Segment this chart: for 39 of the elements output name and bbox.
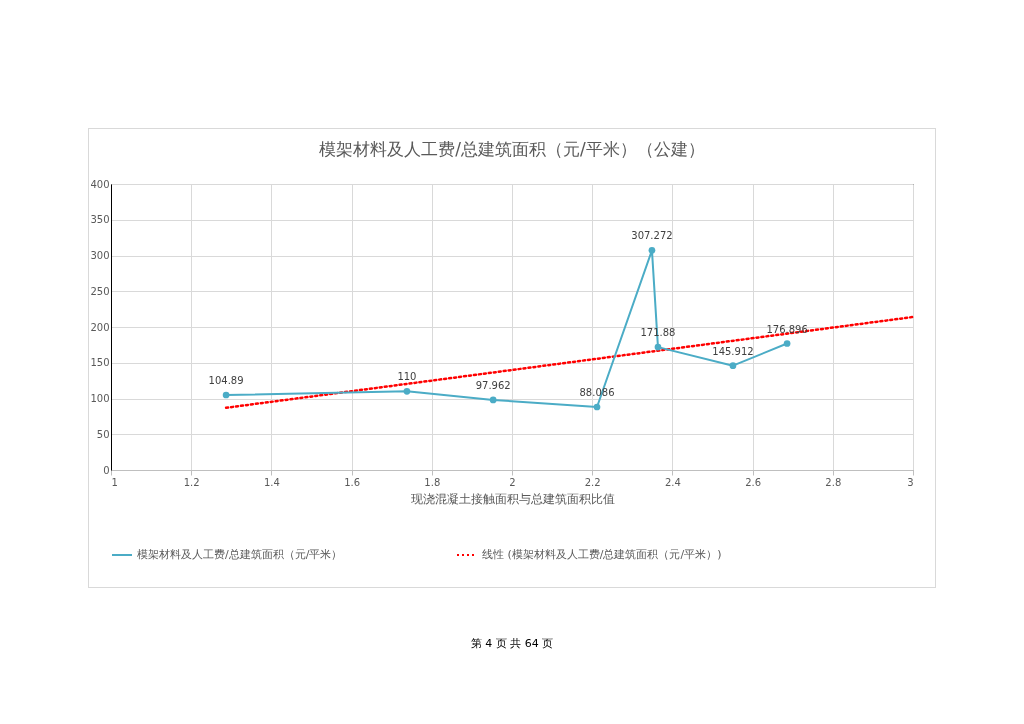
point: [489, 396, 497, 404]
x-axis-title: 现浇混凝土接触面积与总建筑面积比值: [410, 491, 615, 506]
x-tick-label: 1.6: [344, 476, 361, 488]
point: [648, 246, 656, 254]
x-tick-label: 1.8: [424, 476, 441, 488]
y-tick-label: 200: [90, 321, 110, 333]
x-tick-label: 1.4: [263, 476, 280, 488]
x-tick-label: 2.4: [664, 476, 681, 488]
data-label: 307.272: [631, 230, 673, 242]
data-label: 104.89: [208, 375, 244, 386]
x-tick-label: 2.2: [584, 476, 601, 488]
y-tick-label: 0: [103, 464, 110, 476]
x-tick-label: 2.6: [745, 476, 762, 488]
legend-label: 模架材料及人工费/总建筑面积（元/平米）: [137, 548, 343, 561]
text: 第 4 页 共 64 页: [469, 636, 555, 651]
y-tick-label: 400: [90, 178, 110, 190]
y-tick-label: 150: [90, 357, 110, 369]
data-label: 145.912: [712, 345, 754, 357]
x-tick-label: 1.2: [183, 476, 200, 488]
y-tick-label: 350: [90, 214, 110, 226]
point: [222, 391, 230, 399]
y-tick-label: 250: [90, 285, 110, 297]
point: [729, 362, 737, 370]
y-tick-label: 50: [96, 428, 110, 440]
data-label: 110: [397, 371, 417, 383]
point: [654, 343, 662, 351]
x-tick-label: 1: [111, 476, 118, 488]
point: [403, 388, 411, 395]
data-label: 97.962: [475, 379, 511, 391]
point: [593, 403, 601, 411]
y-tick-label: 100: [90, 393, 110, 404]
y-tick-label: 300: [90, 250, 110, 261]
x-tick-label: 2: [509, 476, 516, 488]
x-tick-label: 2.8: [825, 476, 842, 488]
point: [783, 340, 791, 347]
data-label: 176.896: [766, 323, 808, 335]
legend-label: 线性 (模架材料及人工费/总建筑面积（元/平米）): [482, 548, 722, 561]
x-tick-label: 3: [907, 476, 914, 488]
chart-title: 模架材料及人工费/总建筑面积（元/平米）（公建）: [319, 139, 705, 159]
